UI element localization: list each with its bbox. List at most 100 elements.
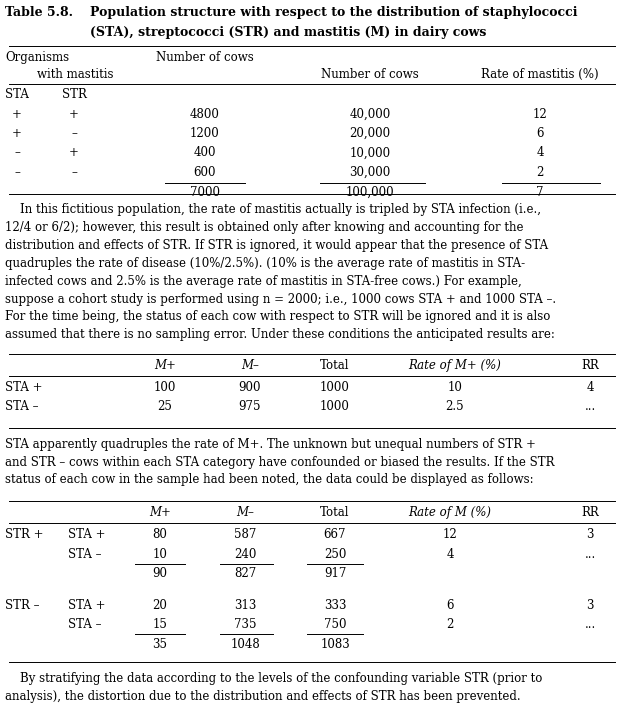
Text: 12: 12 — [442, 528, 457, 542]
Text: +: + — [12, 127, 22, 140]
Text: –: – — [14, 166, 20, 179]
Text: 4800: 4800 — [190, 107, 220, 120]
Text: STR +: STR + — [5, 528, 44, 542]
Text: 1200: 1200 — [190, 127, 220, 140]
Text: +: + — [69, 146, 79, 160]
Text: 10,000: 10,000 — [349, 146, 391, 160]
Text: ...: ... — [584, 619, 596, 631]
Text: (STA), streptococci (STR) and mastitis (M) in dairy cows: (STA), streptococci (STR) and mastitis (… — [90, 26, 486, 39]
Text: +: + — [69, 107, 79, 120]
Text: 667: 667 — [324, 528, 346, 542]
Text: By stratifying the data according to the levels of the confounding variable STR : By stratifying the data according to the… — [5, 672, 542, 685]
Text: 12/4 or 6/2); however, this result is obtained only after knowing and accounting: 12/4 or 6/2); however, this result is ob… — [5, 221, 524, 234]
Text: distribution and effects of STR. If STR is ignored, it would appear that the pre: distribution and effects of STR. If STR … — [5, 239, 548, 252]
Text: 4: 4 — [536, 146, 544, 160]
Text: 4: 4 — [587, 381, 594, 394]
Text: ...: ... — [584, 400, 596, 414]
Text: 3: 3 — [587, 528, 594, 542]
Text: STR: STR — [62, 88, 87, 101]
Text: 975: 975 — [239, 400, 261, 414]
Text: 2.5: 2.5 — [446, 400, 464, 414]
Text: RR: RR — [581, 506, 599, 520]
Text: Population structure with respect to the distribution of staphylococci: Population structure with respect to the… — [90, 6, 577, 19]
Text: STA apparently quadruples the rate of M+. The unknown but unequal numbers of STR: STA apparently quadruples the rate of M+… — [5, 438, 536, 451]
Text: 900: 900 — [239, 381, 261, 394]
Text: –: – — [71, 127, 77, 140]
Text: 15: 15 — [152, 619, 167, 631]
Text: Rate of M+ (%): Rate of M+ (%) — [409, 359, 502, 372]
Text: 100,000: 100,000 — [346, 185, 394, 199]
Text: with mastitis: with mastitis — [37, 68, 113, 81]
Text: 735: 735 — [234, 619, 256, 631]
Text: 40,000: 40,000 — [349, 107, 391, 120]
Text: 6: 6 — [446, 599, 454, 612]
Text: infected cows and 2.5% is the average rate of mastitis in STA-free cows.) For ex: infected cows and 2.5% is the average ra… — [5, 275, 522, 288]
Text: 100: 100 — [154, 381, 176, 394]
Text: ...: ... — [584, 548, 596, 561]
Text: 2: 2 — [536, 166, 544, 179]
Text: 240: 240 — [234, 548, 256, 561]
Text: 4: 4 — [446, 548, 454, 561]
Text: 333: 333 — [324, 599, 346, 612]
Text: Rate of mastitis (%): Rate of mastitis (%) — [481, 68, 599, 81]
Text: STA +: STA + — [68, 599, 105, 612]
Text: assumed that there is no sampling error. Under these conditions the anticipated : assumed that there is no sampling error.… — [5, 328, 555, 341]
Text: 1000: 1000 — [320, 381, 350, 394]
Text: 2: 2 — [446, 619, 454, 631]
Text: and STR – cows within each STA category have confounded or biased the results. I: and STR – cows within each STA category … — [5, 456, 555, 469]
Text: STA: STA — [5, 88, 29, 101]
Text: 30,000: 30,000 — [349, 166, 391, 179]
Text: 80: 80 — [152, 528, 167, 542]
Text: For the time being, the status of each cow with respect to STR will be ignored a: For the time being, the status of each c… — [5, 310, 550, 323]
Text: 35: 35 — [152, 638, 167, 651]
Text: –: – — [14, 146, 20, 160]
Text: 827: 827 — [234, 567, 256, 580]
Text: Rate of M (%): Rate of M (%) — [409, 506, 492, 520]
Text: Number of cows: Number of cows — [321, 68, 419, 81]
Text: 587: 587 — [234, 528, 256, 542]
Text: 917: 917 — [324, 567, 346, 580]
Text: 90: 90 — [152, 567, 167, 580]
Text: 3: 3 — [587, 599, 594, 612]
Text: 400: 400 — [193, 146, 217, 160]
Text: 12: 12 — [533, 107, 547, 120]
Text: 20,000: 20,000 — [349, 127, 391, 140]
Text: 7000: 7000 — [190, 185, 220, 199]
Text: +: + — [12, 107, 22, 120]
Text: quadruples the rate of disease (10%/2.5%). (10% is the average rate of mastitis : quadruples the rate of disease (10%/2.5%… — [5, 257, 525, 270]
Text: STA +: STA + — [5, 381, 42, 394]
Text: 1000: 1000 — [320, 400, 350, 414]
Text: analysis), the distortion due to the distribution and effects of STR has been pr: analysis), the distortion due to the dis… — [5, 690, 520, 703]
Text: 313: 313 — [234, 599, 256, 612]
Text: 1083: 1083 — [320, 638, 350, 651]
Text: Table 5.8.: Table 5.8. — [5, 6, 73, 19]
Text: 1048: 1048 — [230, 638, 260, 651]
Text: 750: 750 — [324, 619, 346, 631]
Text: 6: 6 — [536, 127, 544, 140]
Text: RR: RR — [581, 359, 599, 372]
Text: STR –: STR – — [5, 599, 39, 612]
Text: 250: 250 — [324, 548, 346, 561]
Text: 10: 10 — [447, 381, 462, 394]
Text: 20: 20 — [152, 599, 167, 612]
Text: 600: 600 — [193, 166, 217, 179]
Text: STA +: STA + — [68, 528, 105, 542]
Text: M+: M+ — [149, 506, 171, 520]
Text: STA –: STA – — [68, 619, 102, 631]
Text: 7: 7 — [536, 185, 544, 199]
Text: Total: Total — [320, 506, 349, 520]
Text: status of each cow in the sample had been noted, the data could be displayed as : status of each cow in the sample had bee… — [5, 474, 534, 486]
Text: suppose a cohort study is performed using n = 2000; i.e., 1000 cows STA + and 10: suppose a cohort study is performed usin… — [5, 293, 556, 305]
Text: 25: 25 — [158, 400, 172, 414]
Text: Organisms: Organisms — [5, 51, 69, 64]
Text: M–: M– — [241, 359, 259, 372]
Text: 10: 10 — [152, 548, 167, 561]
Text: M–: M– — [236, 506, 254, 520]
Text: M+: M+ — [154, 359, 176, 372]
Text: STA –: STA – — [5, 400, 39, 414]
Text: Number of cows: Number of cows — [156, 51, 254, 64]
Text: STA –: STA – — [68, 548, 102, 561]
Text: –: – — [71, 166, 77, 179]
Text: Total: Total — [320, 359, 349, 372]
Text: In this fictitious population, the rate of mastitis actually is tripled by STA i: In this fictitious population, the rate … — [5, 204, 541, 216]
